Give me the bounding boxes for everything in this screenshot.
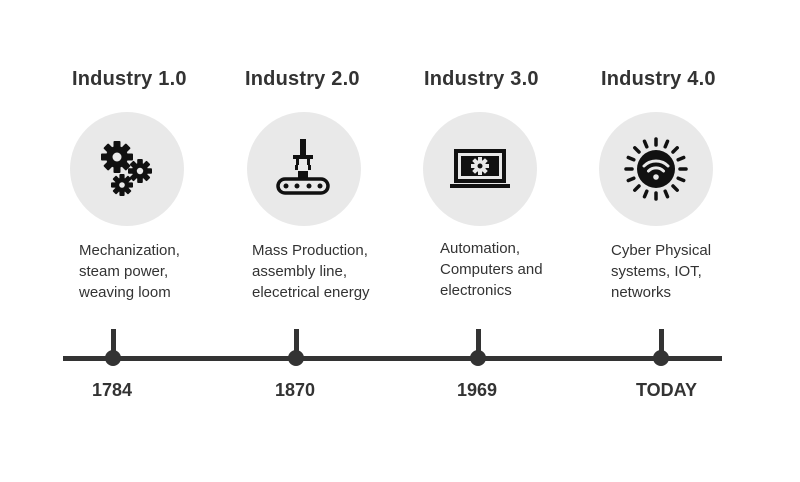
stage-4-description: Cyber Physical systems, IOT, networks (611, 240, 711, 303)
stage-4-description-line: networks (611, 284, 672, 301)
stage-1-description-line: weaving loom (79, 284, 171, 301)
stage-2-description-line: elecetrical energy (252, 284, 370, 301)
stage-3-description-line: electronics (440, 282, 512, 299)
timeline-marker (470, 350, 486, 366)
stage-4-year: TODAY (636, 380, 698, 400)
stage-4-title: Industry 4.0 (601, 68, 716, 90)
stage-3-description: Automation, Computers and electronics (440, 238, 543, 301)
stage-2-year: 1870 (275, 380, 316, 400)
assembly-line-icon (276, 139, 330, 195)
stage-2-title: Industry 2.0 (245, 68, 360, 90)
stage-2-description-line: Mass Production, (252, 242, 368, 259)
gears-icon (101, 141, 152, 196)
timeline-tick (659, 329, 664, 359)
stage-2-description: Mass Production, assembly line, elecetri… (252, 240, 370, 303)
stage-3-description-line: Automation, (440, 240, 521, 257)
timeline-line (63, 356, 722, 361)
timeline-marker (288, 350, 304, 366)
timeline-tick (111, 329, 116, 359)
stage-1-title: Industry 1.0 (72, 68, 187, 90)
stage-1-description-line: steam power, (79, 263, 169, 280)
stage-1-description-line: Mechanization, (79, 242, 180, 259)
stage-1-description: Mechanization, steam power, weaving loom (79, 240, 180, 303)
timeline-tick (476, 329, 481, 359)
stage-1-year: 1784 (92, 380, 133, 400)
timeline-marker (105, 350, 121, 366)
timeline-marker (653, 350, 669, 366)
stage-3-title: Industry 3.0 (424, 68, 539, 90)
stage-3-year: 1969 (457, 380, 498, 400)
stage-4-description-line: Cyber Physical (611, 242, 712, 259)
timeline-tick (294, 329, 299, 359)
wifi-sun-icon (624, 137, 688, 201)
stage-3-icon-circle (423, 112, 537, 226)
stage-2-description-line: assembly line, (252, 263, 348, 280)
stage-2-icon-circle (247, 112, 361, 226)
computer-icon (450, 149, 510, 188)
stage-3-description-line: Computers and (440, 261, 543, 278)
stage-4-icon-circle (599, 112, 713, 226)
stage-1-icon-circle (70, 112, 184, 226)
stage-4-description-line: systems, IOT, (611, 263, 702, 280)
